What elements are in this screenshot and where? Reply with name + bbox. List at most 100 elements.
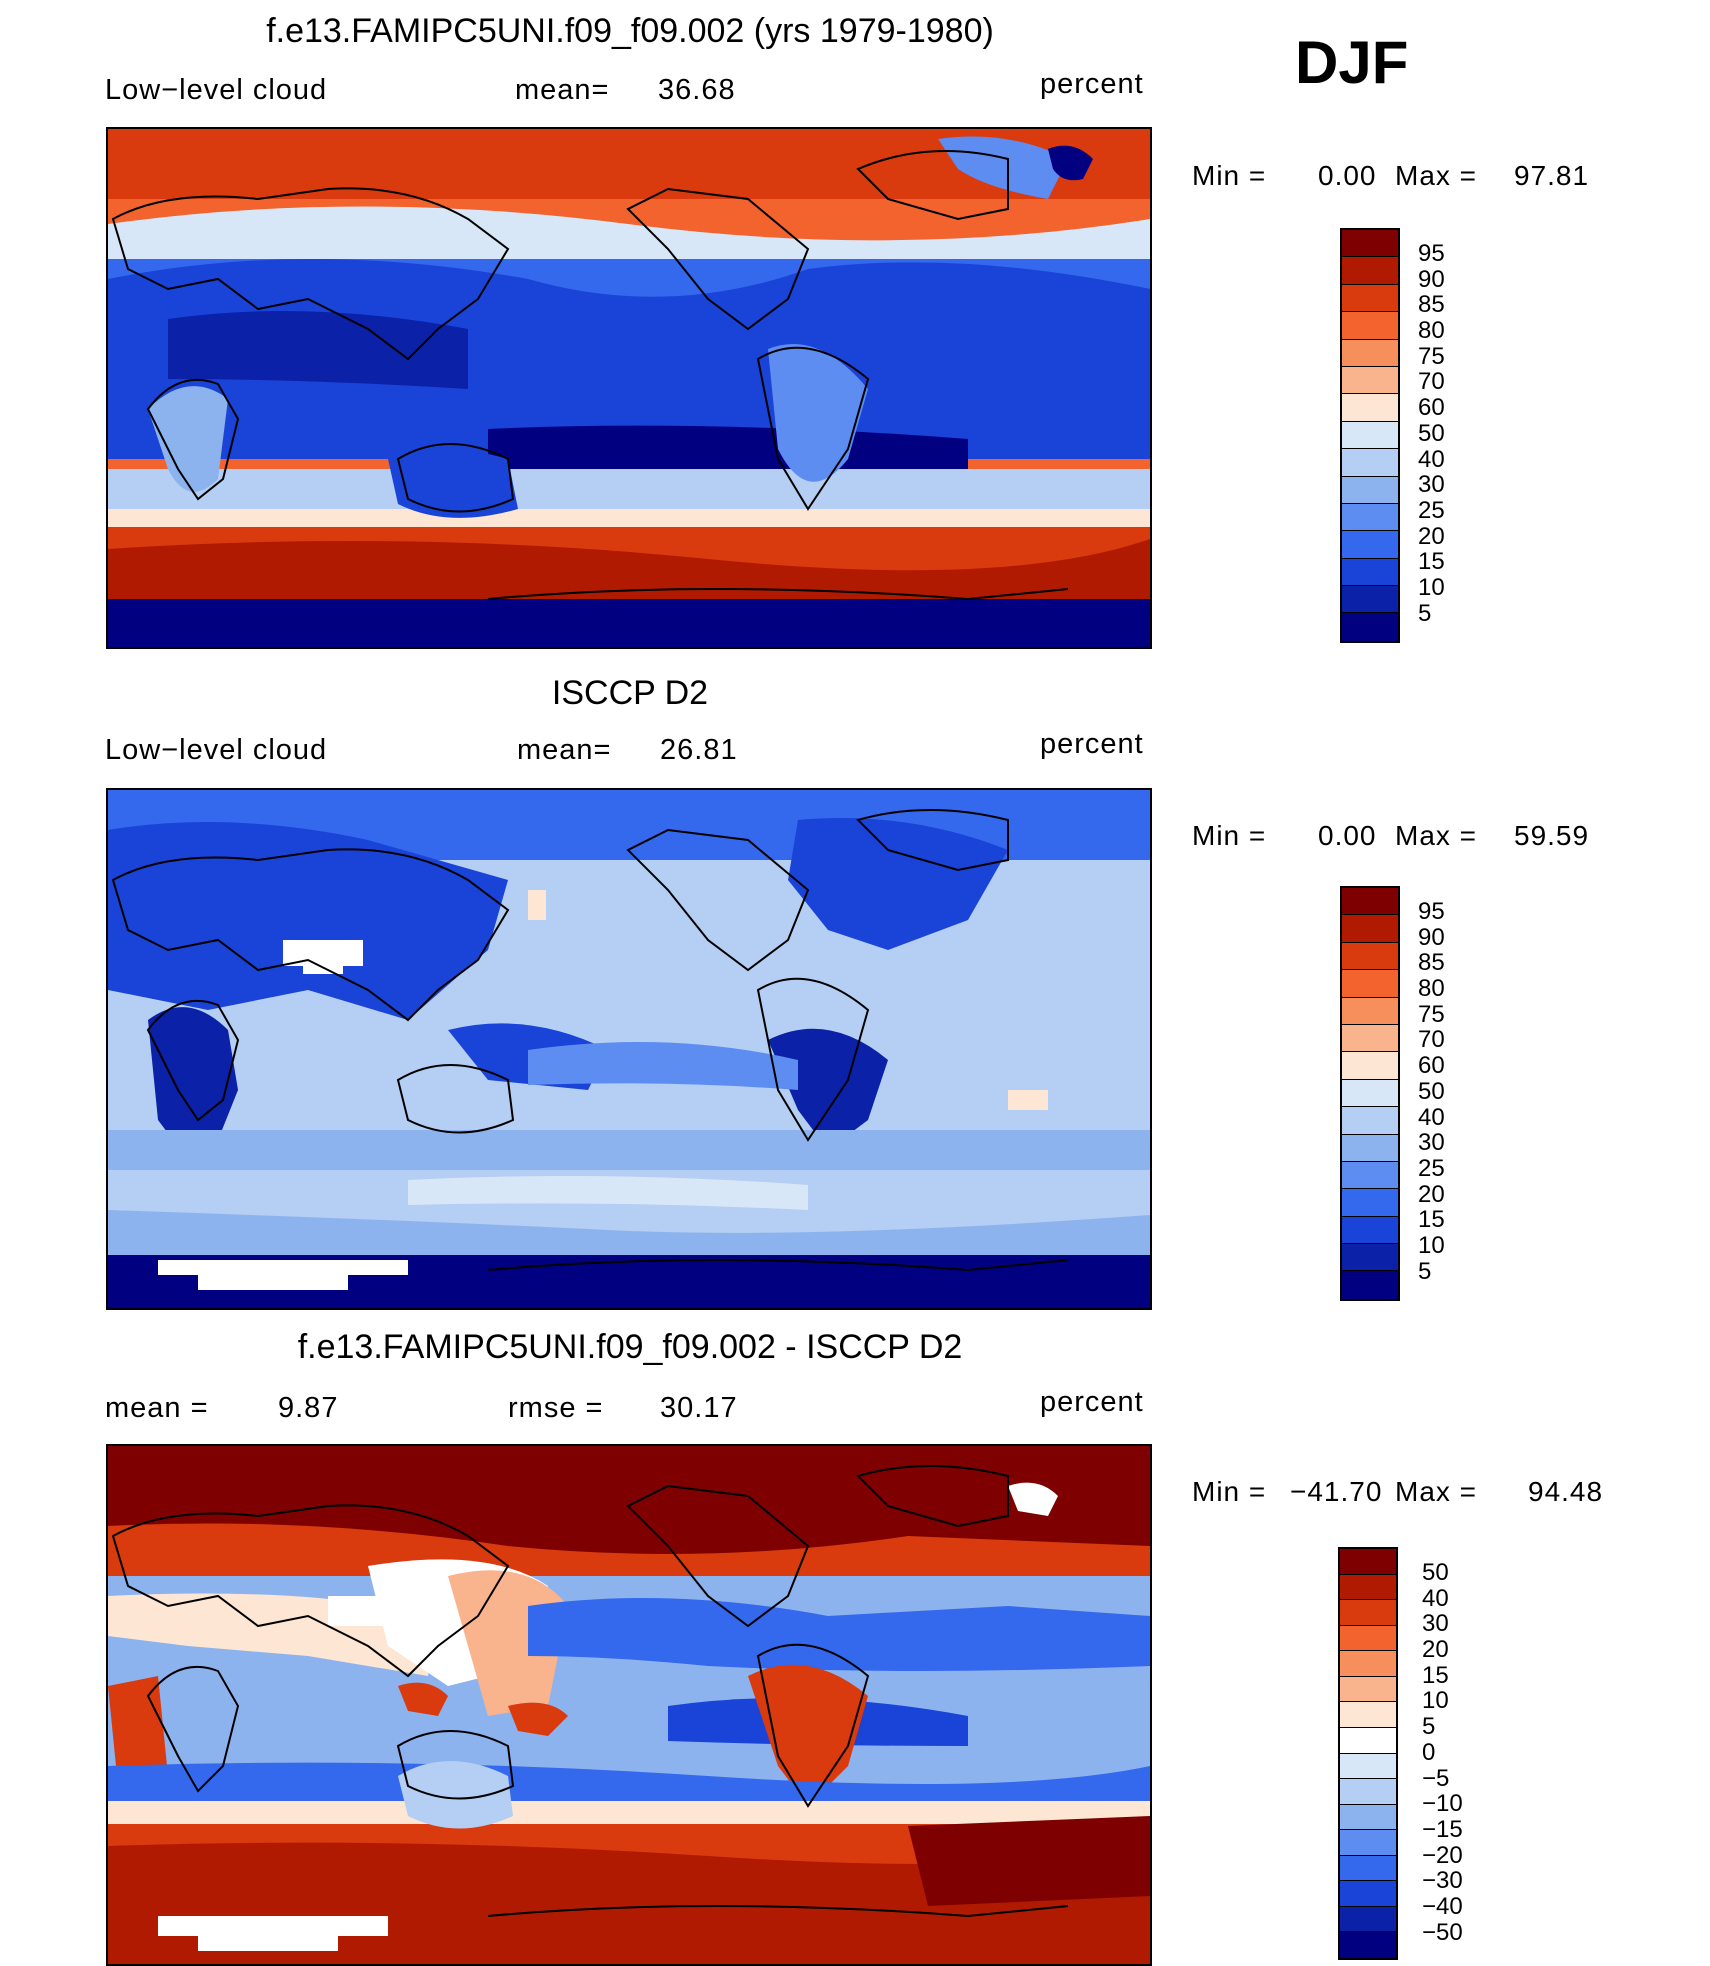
colorbar-tick-label: −10 <box>1422 1790 1463 1818</box>
colorbar-tick-label: 25 <box>1418 1154 1445 1182</box>
colorbar-swatch <box>1340 1804 1396 1831</box>
colorbar-tick-label: 70 <box>1418 368 1445 396</box>
colorbar-swatch <box>1342 1024 1398 1053</box>
colorbar-tick-label: 30 <box>1418 1129 1445 1157</box>
panel-1-mean-value: 36.68 <box>658 74 736 106</box>
colorbar-swatch <box>1342 997 1398 1025</box>
colorbar-swatch <box>1342 230 1398 258</box>
colorbar-tick-label: 80 <box>1418 317 1445 345</box>
colorbar-swatch <box>1340 1676 1396 1703</box>
panel-2-min-label: Min = <box>1192 820 1267 851</box>
panel-1-variable-label: Low−level cloud <box>105 74 328 106</box>
colorbar-tick-label: 75 <box>1418 342 1445 370</box>
colorbar-swatch <box>1342 1161 1398 1190</box>
colorbar-tick-label: 80 <box>1418 975 1445 1003</box>
panel-2-min-value: 0.00 <box>1318 820 1377 851</box>
colorbar-swatch <box>1340 1727 1396 1754</box>
panel-2-mean-label: mean= <box>517 734 612 766</box>
panel-2-max-value: 59.59 <box>1514 820 1590 851</box>
colorbar-swatch <box>1340 1574 1396 1601</box>
colorbar-tick-label: 70 <box>1418 1026 1445 1054</box>
colorbar-swatch <box>1342 613 1398 641</box>
colorbar-tick-label: 10 <box>1422 1687 1449 1715</box>
colorbar-swatch <box>1342 531 1398 559</box>
colorbar-tick-label: 20 <box>1418 1180 1445 1208</box>
colorbar-tick-label: 10 <box>1418 1231 1445 1259</box>
colorbar-tick-label: −40 <box>1422 1892 1463 1920</box>
colorbar-swatch <box>1342 1079 1398 1108</box>
panel-2-mean-value: 26.81 <box>660 734 738 766</box>
colorbar-swatch <box>1342 558 1398 587</box>
colorbar-tick-label: 25 <box>1418 496 1445 524</box>
colorbar-tick-label: 15 <box>1418 1206 1445 1234</box>
colorbar-tick-label: 15 <box>1422 1661 1449 1689</box>
panel-2-colorbar <box>1340 886 1400 1301</box>
colorbar-tick-label: −5 <box>1422 1764 1450 1792</box>
colorbar-swatch <box>1342 915 1398 943</box>
colorbar-swatch <box>1340 1549 1396 1575</box>
panel-1-min-label: Min = <box>1192 160 1267 191</box>
colorbar-tick-label: 60 <box>1418 394 1445 422</box>
panel-3-mean-value: 9.87 <box>278 1392 339 1424</box>
colorbar-swatch <box>1342 284 1398 313</box>
colorbar-swatch <box>1340 1753 1396 1780</box>
colorbar-swatch <box>1340 1651 1396 1677</box>
colorbar-tick-label: 85 <box>1418 291 1445 319</box>
panel-2-title: ISCCP D2 <box>551 674 709 712</box>
colorbar-tick-label: 75 <box>1418 1000 1445 1028</box>
colorbar-swatch <box>1342 1244 1398 1272</box>
colorbar-tick-label: 90 <box>1418 923 1445 951</box>
panel-3-mean-label: mean = <box>105 1392 209 1424</box>
colorbar-swatch <box>1342 1134 1398 1162</box>
colorbar-tick-label: 5 <box>1422 1713 1436 1741</box>
panel-1-title: f.e13.FAMIPC5UNI.f09_f09.002 (yrs 1979-1… <box>266 12 994 50</box>
colorbar-swatch <box>1340 1600 1396 1626</box>
colorbar-tick-label: −15 <box>1422 1815 1463 1843</box>
panel-3-max-value: 94.48 <box>1528 1476 1604 1507</box>
colorbar-swatch <box>1340 1625 1396 1652</box>
colorbar-swatch <box>1342 942 1398 971</box>
colorbar-swatch <box>1340 1881 1396 1907</box>
colorbar-tick-label: 20 <box>1422 1636 1449 1664</box>
colorbar-tick-label: 20 <box>1418 522 1445 550</box>
panel-3-rmse-value: 30.17 <box>660 1392 738 1424</box>
colorbar-swatch <box>1340 1779 1396 1805</box>
colorbar-swatch <box>1342 421 1398 450</box>
panel-1-max-value: 97.81 <box>1514 160 1590 191</box>
panel-2-colorbar-labels: 95 90 85 80 75 70 60 50 40 30 25 20 15 10 5 <box>1418 899 1445 1284</box>
colorbar-swatch <box>1342 366 1398 395</box>
colorbar-tick-label: −30 <box>1422 1867 1463 1895</box>
panel-3-max-label: Max = <box>1395 1476 1478 1507</box>
panel-3-title: f.e13.FAMIPC5UNI.f09_f09.002 - ISCCP D2 <box>297 1328 963 1366</box>
colorbar-swatch <box>1342 888 1398 916</box>
panel-2-units: percent <box>1040 728 1144 760</box>
colorbar-swatch <box>1340 1906 1396 1933</box>
panel-3-colorbar <box>1338 1547 1398 1960</box>
colorbar-tick-label: 5 <box>1418 599 1432 627</box>
season-label: DJF <box>1295 29 1409 96</box>
panel-1-units: percent <box>1040 68 1144 100</box>
colorbar-tick-label: 5 <box>1418 1257 1432 1285</box>
colorbar-tick-label: 0 <box>1422 1738 1436 1766</box>
colorbar-swatch <box>1342 586 1398 614</box>
colorbar-swatch <box>1342 339 1398 367</box>
colorbar-tick-label: 40 <box>1418 445 1445 473</box>
colorbar-tick-label: −50 <box>1422 1918 1463 1946</box>
colorbar-tick-label: 30 <box>1418 471 1445 499</box>
panel-1-mean-label: mean= <box>515 74 610 106</box>
colorbar-tick-label: 95 <box>1418 898 1445 925</box>
colorbar-swatch <box>1340 1855 1396 1882</box>
colorbar-swatch <box>1342 1107 1398 1135</box>
panel-3-map <box>106 1444 1152 1966</box>
colorbar-swatch <box>1342 970 1398 998</box>
colorbar-tick-label: 40 <box>1422 1584 1449 1612</box>
panel-2-map <box>106 788 1152 1310</box>
colorbar-tick-label: 85 <box>1418 949 1445 977</box>
colorbar-tick-label: 90 <box>1418 265 1445 293</box>
colorbar-swatch <box>1340 1702 1396 1728</box>
colorbar-swatch <box>1342 1052 1398 1080</box>
colorbar-swatch <box>1342 1189 1398 1217</box>
colorbar-tick-label: 30 <box>1422 1610 1449 1638</box>
colorbar-tick-label: 50 <box>1418 1077 1445 1105</box>
colorbar-swatch <box>1342 503 1398 532</box>
